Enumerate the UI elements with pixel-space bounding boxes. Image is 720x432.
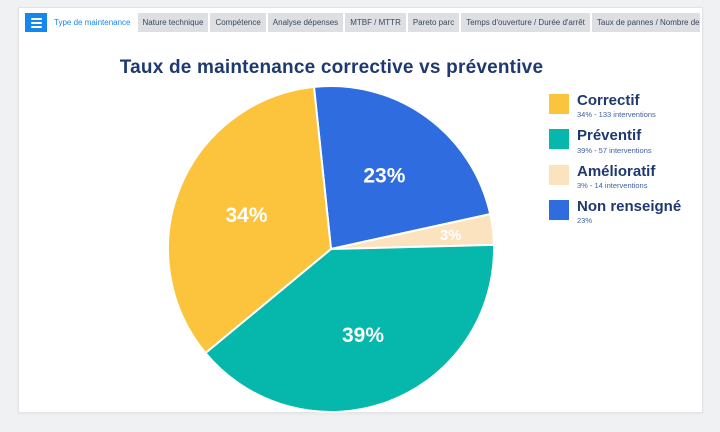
legend-item-correctif[interactable]: Correctif 34% - 133 interventions xyxy=(549,92,681,119)
legend-label: Amélioratif xyxy=(577,162,656,180)
pie-chart: 23% 3% 39% 34% xyxy=(166,85,495,413)
tab-type-de-maintenance[interactable]: Type de maintenance xyxy=(49,13,136,32)
legend-label: Correctif xyxy=(577,92,640,109)
legend-text: Non renseigné 23% xyxy=(577,198,681,225)
pie-slice-correctif[interactable] xyxy=(166,85,332,354)
legend-swatch xyxy=(549,164,569,185)
legend-sublabel: 34% - 133 interventions xyxy=(577,110,656,120)
page-title: Taux de maintenance corrective vs préven… xyxy=(119,57,544,78)
legend-text: Amélioratif 3% - 14 interventions xyxy=(577,163,655,190)
pie-slice-label-am-lioratif: 3% xyxy=(440,227,462,244)
pie-slice-label-non-renseign: 23% xyxy=(363,164,405,187)
dashboard-panel: Type de maintenance Nature technique Compé… xyxy=(18,7,703,413)
tab-analyse-d-penses[interactable]: Analyse dépenses xyxy=(267,13,344,32)
tab-taux-de-pannes-nombre-de-pannes[interactable]: Taux de pannes / Nombre de pannes xyxy=(591,13,700,32)
legend-label: Préventif xyxy=(577,127,642,145)
tab-pareto-parc[interactable]: Pareto parc xyxy=(407,13,460,32)
pie-slice-pr-ventif[interactable] xyxy=(204,243,495,413)
hamburger-menu-button[interactable] xyxy=(25,13,47,32)
tab-comp-tence[interactable]: Compétence xyxy=(210,13,266,32)
pie-chart-area: 23% 3% 39% 34% xyxy=(166,84,496,414)
legend: Correctif 34% - 133 interventions Préventi… xyxy=(549,92,681,225)
legend-swatch xyxy=(549,129,569,150)
legend-sublabel: 23% xyxy=(577,216,593,225)
legend-text: Correctif 34% - 133 interventions xyxy=(577,92,656,119)
legend-label: Non renseigné xyxy=(577,197,682,215)
legend-item-am-lioratif[interactable]: Amélioratif 3% - 14 interventions xyxy=(549,163,681,190)
hamburger-icon xyxy=(30,17,42,20)
pie-slice-label-pr-ventif: 39% xyxy=(342,324,384,347)
tab-bar: Type de maintenance Nature technique Compé… xyxy=(25,13,700,32)
legend-swatch xyxy=(549,199,569,220)
legend-swatch xyxy=(549,94,569,114)
tab-mtbf-mttr[interactable]: MTBF / MTTR xyxy=(345,13,406,32)
tab-nature-technique[interactable]: Nature technique xyxy=(137,13,209,32)
legend-sublabel: 39% - 57 interventions xyxy=(577,145,652,155)
pie-slice-non-renseign[interactable] xyxy=(312,85,492,250)
legend-item-pr-ventif[interactable]: Préventif 39% - 57 interventions xyxy=(549,127,681,155)
legend-item-non-renseign[interactable]: Non renseigné 23% xyxy=(549,198,681,225)
legend-sublabel: 3% - 14 interventions xyxy=(577,180,648,190)
tab-bar-items: Type de maintenance Nature technique Compé… xyxy=(49,13,700,32)
tab-temps-d-ouverture-dur-e-d-arr-t[interactable]: Temps d'ouverture / Durée d'arrêt xyxy=(461,13,590,32)
pie-slice-label-correctif: 34% xyxy=(225,204,267,227)
legend-text: Préventif 39% - 57 interventions xyxy=(577,127,652,154)
